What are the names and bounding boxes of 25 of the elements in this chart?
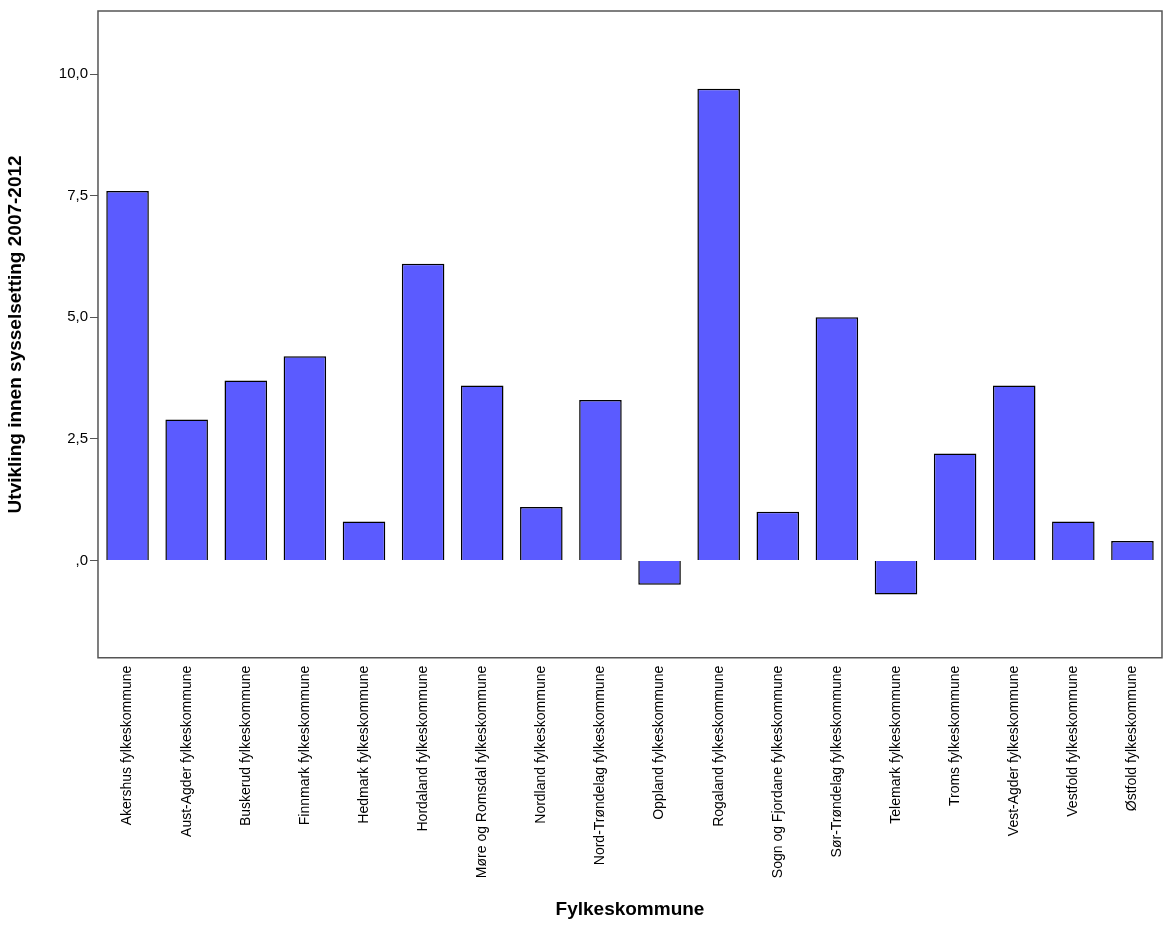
- x-tick-label: Rogaland fylkeskommune: [709, 665, 726, 827]
- y-tick-label: 10,0: [58, 64, 88, 82]
- x-tick-label: Hedmark fylkeskommune: [354, 665, 371, 824]
- x-axis-title: Fylkeskommune: [555, 897, 705, 919]
- x-tick-label: Telemark fylkeskommune: [886, 665, 903, 824]
- x-tick-label: Finnmark fylkeskommune: [295, 665, 312, 826]
- y-tick-label: 2,5: [67, 429, 88, 447]
- x-tick-label: Møre og Romsdal fylkeskommune: [473, 665, 490, 879]
- x-tick-label: Nordland fylkeskommune: [532, 665, 549, 824]
- y-tick-label: 5,0: [67, 307, 88, 325]
- x-tick-label: Nord-Trøndelag fylkeskommune: [591, 665, 608, 866]
- x-tick-label: Aust-Agder fylkeskommune: [177, 665, 194, 837]
- x-tick-label: Hordaland fylkeskommune: [413, 665, 430, 832]
- x-tick-label: Akershus fylkeskommune: [118, 665, 135, 826]
- x-tick-label: Vest-Agder fylkeskommune: [1005, 665, 1022, 837]
- x-tick-label: Sogn og Fjordane fylkeskommune: [768, 665, 785, 879]
- x-tick-label: Sør-Trøndelag fylkeskommune: [827, 665, 844, 858]
- x-tick-label: Vestfold fylkeskommune: [1064, 665, 1081, 817]
- y-tick-label: 7,5: [67, 185, 88, 203]
- y-tick-label: ,0: [75, 550, 88, 568]
- x-tick-label: Troms fylkeskommune: [945, 665, 962, 807]
- x-tick-label: Oppland fylkeskommune: [650, 665, 667, 820]
- y-axis-title: Utvikling innen sysselsetting 2007-2012: [3, 155, 25, 514]
- x-tick-label: Østfold fylkeskommune: [1123, 665, 1140, 812]
- x-tick-label: Buskerud fylkeskommune: [236, 665, 253, 827]
